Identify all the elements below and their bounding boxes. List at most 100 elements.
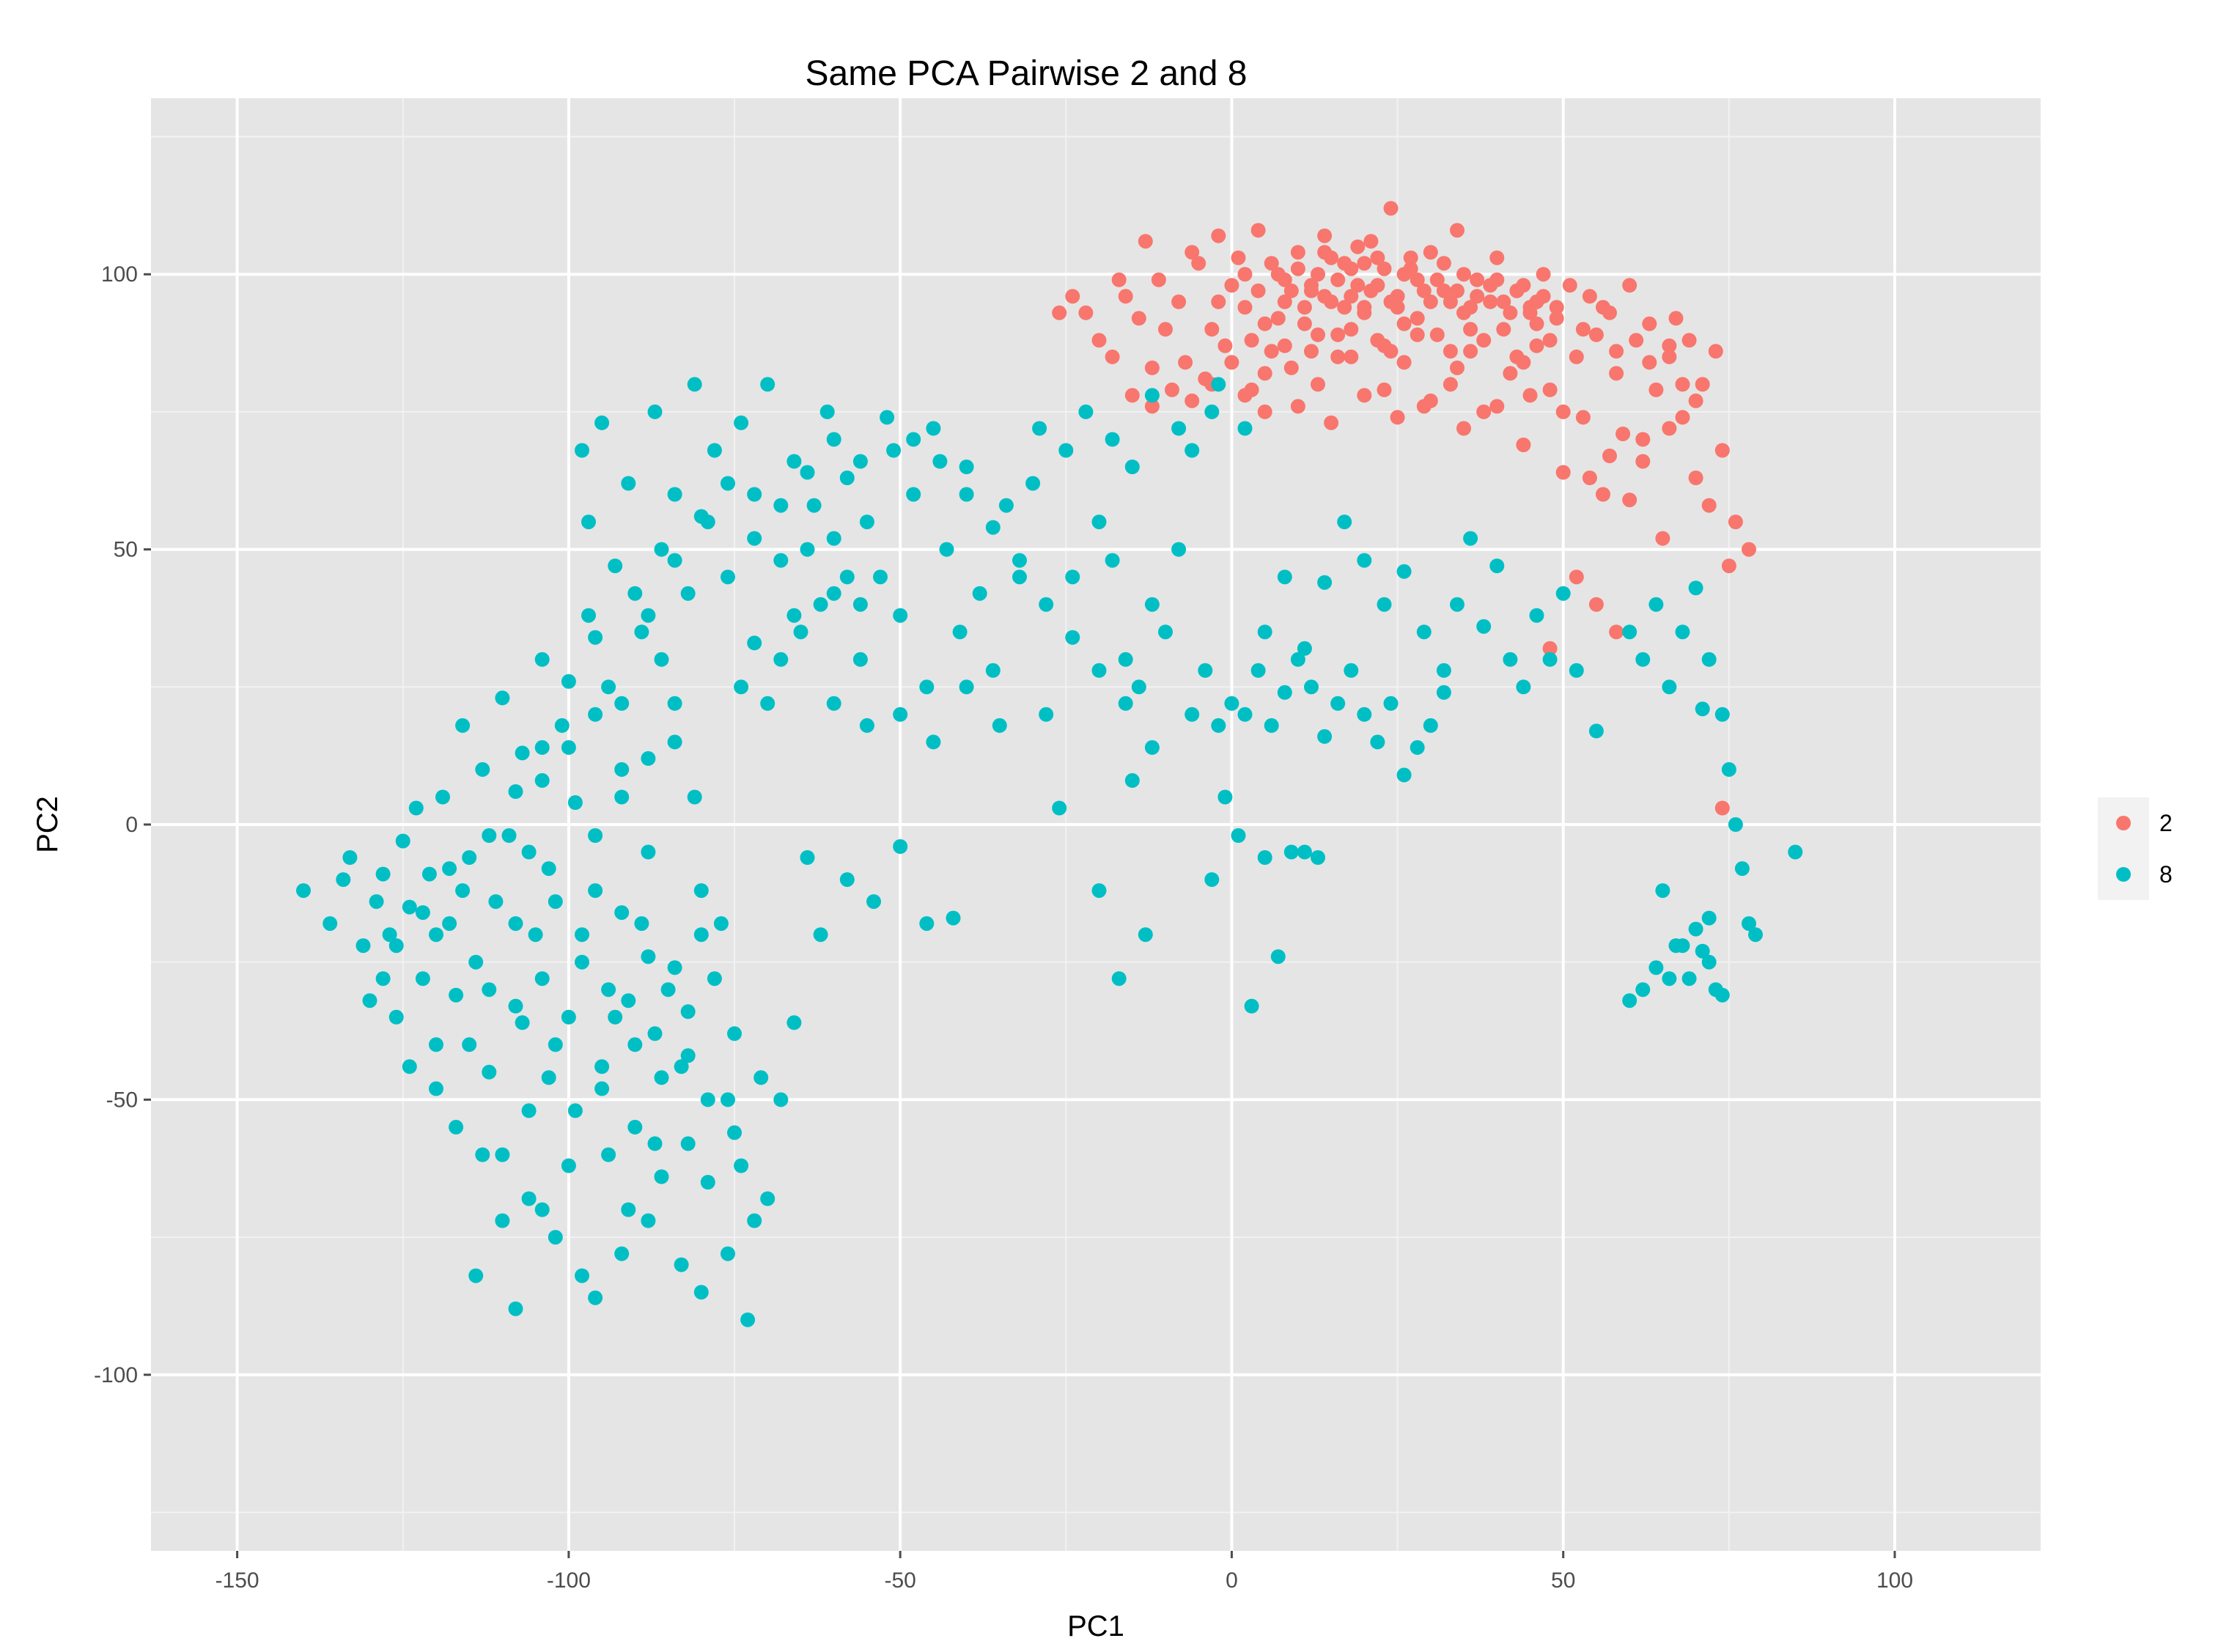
data-point-series-8 bbox=[647, 1136, 663, 1151]
data-point-series-8 bbox=[541, 861, 556, 877]
data-point-series-2 bbox=[1410, 272, 1425, 287]
data-point-series-2 bbox=[1582, 289, 1597, 304]
data-point-series-8 bbox=[693, 1285, 709, 1300]
data-point-series-2 bbox=[1178, 355, 1193, 370]
data-point-series-8 bbox=[608, 558, 623, 574]
data-point-series-8 bbox=[773, 553, 789, 568]
data-point-series-8 bbox=[654, 1169, 669, 1184]
data-point-series-8 bbox=[1695, 943, 1710, 959]
data-point-series-8 bbox=[747, 635, 762, 651]
data-point-series-2 bbox=[1290, 261, 1305, 276]
data-point-series-8 bbox=[594, 415, 610, 430]
data-point-series-8 bbox=[621, 1202, 636, 1217]
data-point-series-8 bbox=[747, 487, 762, 502]
data-point-series-8 bbox=[1675, 624, 1690, 640]
data-point-series-8 bbox=[693, 509, 709, 524]
data-point-series-2 bbox=[1151, 272, 1166, 287]
data-point-series-2 bbox=[1596, 300, 1610, 315]
data-point-series-8 bbox=[647, 404, 663, 419]
data-point-series-8 bbox=[575, 443, 589, 458]
data-point-series-8 bbox=[634, 624, 649, 640]
data-point-series-8 bbox=[819, 404, 835, 419]
data-point-series-8 bbox=[959, 487, 974, 502]
data-point-series-2 bbox=[1503, 366, 1518, 381]
data-point-series-8 bbox=[621, 476, 636, 491]
data-point-series-2 bbox=[1450, 360, 1464, 375]
data-point-series-8 bbox=[1436, 685, 1451, 700]
data-point-series-2 bbox=[1403, 250, 1418, 265]
data-point-series-2 bbox=[1588, 327, 1604, 342]
data-point-series-8 bbox=[1748, 927, 1763, 943]
data-point-series-2 bbox=[1489, 250, 1505, 265]
data-point-series-2 bbox=[1377, 382, 1392, 397]
data-point-series-2 bbox=[1244, 333, 1259, 348]
data-point-series-2 bbox=[1091, 333, 1107, 348]
data-point-series-2 bbox=[1052, 305, 1067, 320]
data-point-series-8 bbox=[674, 1059, 689, 1074]
data-point-series-2 bbox=[1396, 316, 1412, 331]
x-tick-label: 100 bbox=[1876, 1568, 1913, 1593]
y-tick-label: -100 bbox=[94, 1363, 138, 1387]
data-point-series-8 bbox=[919, 916, 935, 932]
data-point-series-8 bbox=[369, 894, 384, 910]
data-point-series-2 bbox=[1642, 355, 1657, 370]
data-point-series-8 bbox=[754, 1070, 769, 1085]
data-point-series-8 bbox=[1124, 772, 1140, 788]
data-point-series-2 bbox=[1217, 338, 1233, 353]
data-point-series-8 bbox=[693, 883, 709, 899]
data-point-series-8 bbox=[627, 1119, 643, 1135]
data-point-series-2 bbox=[1396, 267, 1412, 282]
data-point-series-8 bbox=[1032, 421, 1047, 436]
data-point-series-8 bbox=[1078, 404, 1094, 419]
data-point-series-8 bbox=[1337, 515, 1352, 530]
data-point-series-2 bbox=[1463, 300, 1478, 315]
data-point-series-8 bbox=[693, 927, 709, 943]
data-point-series-8 bbox=[534, 971, 550, 987]
data-point-series-2 bbox=[1701, 498, 1717, 513]
data-point-series-8 bbox=[1025, 476, 1041, 491]
data-point-series-8 bbox=[449, 987, 464, 1003]
x-tick-label: 0 bbox=[1226, 1568, 1238, 1593]
data-point-series-8 bbox=[700, 1092, 715, 1107]
data-point-series-8 bbox=[342, 850, 358, 865]
data-point-series-2 bbox=[1516, 355, 1531, 370]
data-point-series-8 bbox=[362, 993, 377, 1008]
data-point-series-2 bbox=[1622, 493, 1637, 508]
data-point-series-2 bbox=[1429, 272, 1445, 287]
data-point-series-2 bbox=[1423, 245, 1438, 260]
x-tick-label: -150 bbox=[215, 1568, 259, 1593]
data-point-series-2 bbox=[1311, 267, 1325, 282]
data-point-series-8 bbox=[1184, 443, 1200, 458]
data-point-series-8 bbox=[1270, 949, 1286, 965]
data-point-series-2 bbox=[1582, 471, 1597, 485]
data-point-series-8 bbox=[1742, 916, 1756, 932]
data-point-series-2 bbox=[1450, 283, 1464, 298]
data-point-series-8 bbox=[1144, 388, 1160, 403]
data-point-series-2 bbox=[1695, 377, 1710, 392]
data-point-series-8 bbox=[707, 443, 722, 458]
data-point-series-8 bbox=[700, 1175, 715, 1190]
data-point-series-8 bbox=[1503, 652, 1518, 667]
data-point-series-2 bbox=[1629, 333, 1644, 348]
data-point-series-8 bbox=[468, 954, 484, 970]
data-point-series-8 bbox=[721, 569, 735, 585]
data-point-series-8 bbox=[721, 476, 735, 491]
data-point-series-2 bbox=[1237, 388, 1253, 403]
data-point-series-8 bbox=[654, 542, 669, 557]
data-point-series-2 bbox=[1357, 388, 1372, 403]
y-axis-ticks: -100 -50 0 50 100 bbox=[94, 262, 151, 1387]
data-point-series-8 bbox=[734, 679, 749, 695]
data-point-series-8 bbox=[747, 1213, 762, 1228]
data-point-series-8 bbox=[760, 696, 775, 711]
y-axis-title: PC2 bbox=[32, 796, 64, 853]
data-point-series-8 bbox=[1250, 663, 1266, 678]
data-point-series-8 bbox=[482, 1064, 497, 1080]
data-point-series-2 bbox=[1290, 399, 1305, 414]
data-point-series-8 bbox=[1396, 767, 1412, 783]
data-point-series-8 bbox=[429, 927, 443, 943]
data-point-series-8 bbox=[852, 454, 868, 469]
data-point-series-2 bbox=[1390, 410, 1405, 425]
data-point-series-8 bbox=[561, 674, 576, 689]
data-point-series-8 bbox=[680, 586, 696, 601]
data-point-series-2 bbox=[1588, 597, 1604, 612]
